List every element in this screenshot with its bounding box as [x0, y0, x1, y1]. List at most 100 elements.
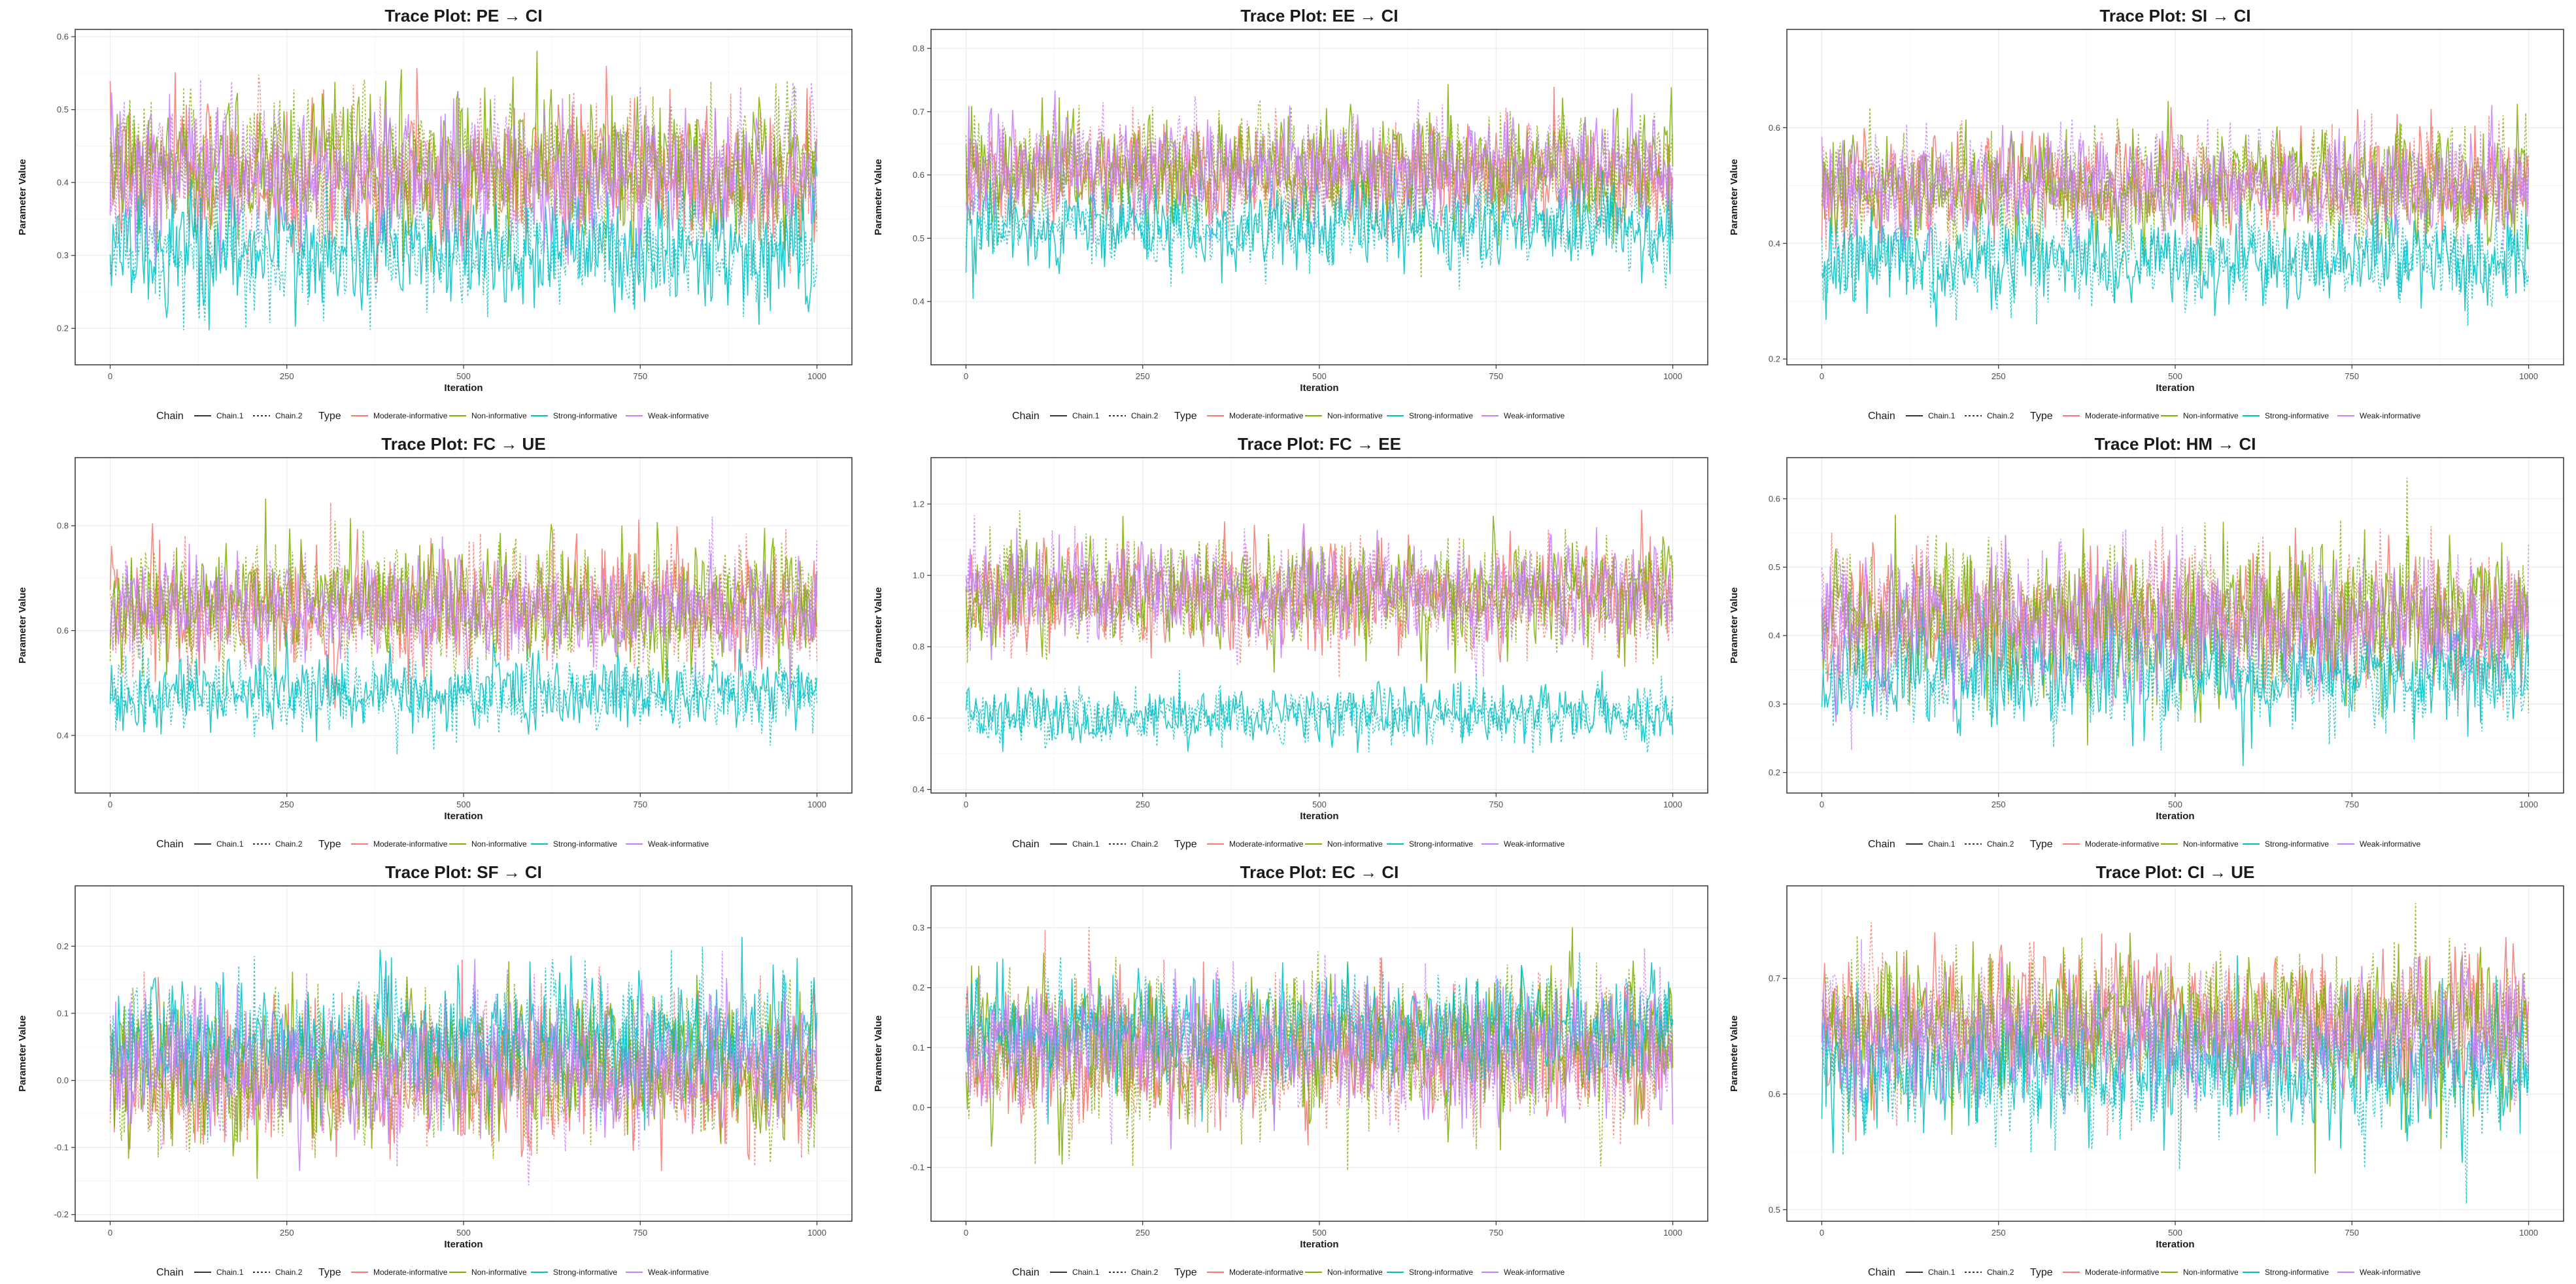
chart-panel-8: 0 250 500 750 1000 -0.1 0.0 0.1 0.2 0.3 Trace Plot… [873, 862, 1708, 1278]
chart-panel-2: 0 250 500 750 1000 0.4 0.5 0.6 0.7 0.8 Trace Plot:… [873, 6, 1708, 422]
trace-lines [1821, 101, 2530, 328]
legend: Chain Chain.1 Chain.2 Type Moderate-informat… [1868, 411, 2420, 422]
x-axis-title: Iteration [2156, 1239, 2194, 1250]
y-tick-label: 0.8 [57, 521, 69, 531]
x-tick-label: 1000 [807, 800, 826, 809]
legend-type-label: Moderate-informative [1229, 839, 1304, 849]
x-tick-label: 250 [1991, 1228, 2006, 1238]
legend-type-label: Weak-informative [1504, 839, 1565, 849]
legend-type-title: Type [318, 1267, 341, 1278]
legend: Chain Chain.1 Chain.2 Type Moderate-informat… [1868, 839, 2420, 850]
trace-weak-informative-chain2 [965, 515, 1674, 679]
y-tick-label: 0.6 [913, 170, 924, 180]
legend: Chain Chain.1 Chain.2 Type Moderate-informat… [156, 1267, 709, 1278]
x-tick-label: 750 [1489, 800, 1503, 809]
trace-weak-informative-chain1 [1821, 535, 2530, 722]
legend-chain-label: Chain.2 [1987, 411, 2014, 420]
x-tick-label: 0 [1820, 371, 1824, 381]
y-tick-label: 0.5 [57, 105, 69, 114]
x-tick-label: 250 [280, 371, 294, 381]
y-axis-title: Parameter Value [1729, 159, 1740, 235]
chart-panel-6: 0 250 500 750 1000 0.2 0.3 0.4 0.5 0.6 Trace Plot:… [1729, 434, 2564, 850]
trace-strong-informative-chain2 [1821, 192, 2530, 326]
x-tick-label: 750 [2345, 800, 2359, 809]
y-tick-label: 0.1 [913, 1043, 924, 1053]
y-tick-label: 0.8 [913, 44, 924, 54]
y-tick-label: 0.4 [1769, 631, 1780, 641]
y-tick-label: 0.3 [57, 250, 69, 260]
x-axis-title: Iteration [2156, 811, 2194, 822]
chart-panel-9: 0 250 500 750 1000 0.5 0.6 0.7 Trace Plot: CI → … [1729, 862, 2564, 1278]
chart-panel-4: 0 250 500 750 1000 0.4 0.6 0.8 Trace Plot: FC → … [17, 434, 853, 850]
x-tick-label: 1000 [1663, 1228, 1682, 1238]
y-tick-label: 0.4 [913, 785, 924, 794]
trace-weak-informative-chain2 [109, 79, 818, 257]
legend-type-label: Moderate-informative [1229, 411, 1304, 420]
legend: Chain Chain.1 Chain.2 Type Moderate-informat… [1012, 411, 1565, 422]
y-axis-title: Parameter Value [873, 587, 884, 664]
y-tick-label: 0.5 [1769, 1205, 1780, 1215]
x-axis-title: Iteration [444, 811, 483, 822]
legend-type-label: Non-informative [1327, 1268, 1383, 1277]
trace-weak-informative-chain1 [109, 958, 818, 1172]
y-tick-label: 0.6 [57, 32, 69, 42]
y-tick-label: 0.6 [1769, 123, 1780, 133]
trace-weak-informative-chain2 [109, 516, 818, 686]
legend: Chain Chain.1 Chain.2 Type Moderate-informat… [1012, 1267, 1565, 1278]
legend-type-label: Moderate-informative [373, 839, 448, 849]
legend-chain-label: Chain.2 [1131, 839, 1159, 849]
trace-strong-informative-chain2 [109, 643, 818, 754]
trace-non-informative-chain2 [109, 520, 818, 696]
legend-type-label: Strong-informative [2265, 839, 2329, 849]
x-tick-label: 500 [456, 371, 471, 381]
legend-type-title: Type [2030, 839, 2053, 850]
x-tick-label: 500 [1312, 371, 1327, 381]
y-axis-title: Parameter Value [873, 1015, 884, 1092]
legend-type-title: Type [1174, 1267, 1197, 1278]
legend-type-label: Moderate-informative [373, 411, 448, 420]
trace-lines [965, 84, 1674, 299]
trace-non-informative-chain2 [1821, 107, 2529, 277]
chart-title: Trace Plot: EE → CI [1240, 6, 1398, 25]
legend-type-label: Moderate-informative [2085, 1268, 2160, 1277]
y-axis-title: Parameter Value [873, 159, 884, 235]
x-tick-label: 250 [280, 800, 294, 809]
legend: Chain Chain.1 Chain.2 Type Moderate-informat… [156, 839, 709, 850]
legend-type-label: Non-informative [2183, 839, 2239, 849]
x-tick-label: 500 [1312, 1228, 1327, 1238]
x-tick-label: 1000 [807, 371, 826, 381]
x-tick-label: 500 [2168, 1228, 2182, 1238]
y-tick-label: 0.8 [913, 642, 924, 652]
legend-type-label: Strong-informative [1409, 839, 1473, 849]
y-tick-label: 0.4 [1769, 239, 1780, 248]
x-tick-label: 0 [108, 1228, 112, 1238]
chart-title: Trace Plot: FC → UE [381, 434, 545, 454]
x-tick-label: 0 [108, 800, 112, 809]
legend-chain-label: Chain.1 [216, 411, 244, 420]
legend-chain-label: Chain.1 [1072, 839, 1100, 849]
trace-weak-informative-chain2 [965, 96, 1674, 248]
legend-type-label: Strong-informative [553, 839, 617, 849]
legend-type-label: Non-informative [2183, 1268, 2239, 1277]
x-tick-label: 750 [1489, 371, 1503, 381]
legend-type-label: Weak-informative [2360, 411, 2420, 420]
y-tick-label: -0.1 [910, 1162, 924, 1172]
trace-weak-informative-chain1 [109, 536, 818, 699]
y-tick-label: 0.6 [57, 626, 69, 635]
y-tick-label: 0.2 [1769, 768, 1780, 777]
legend-type-label: Weak-informative [648, 1268, 709, 1277]
chart-panel-7: 0 250 500 750 1000 -0.2 -0.1 0.0 0.1 0.2 Trace Plo… [17, 862, 853, 1278]
legend-type-label: Moderate-informative [2085, 839, 2160, 849]
y-tick-label: 0.3 [913, 923, 924, 933]
legend-chain-title: Chain [1868, 411, 1895, 422]
legend-type-label: Non-informative [1327, 839, 1383, 849]
legend-chain-title: Chain [1012, 839, 1040, 850]
trace-strong-informative-chain1 [965, 165, 1674, 299]
x-tick-label: 250 [1136, 800, 1150, 809]
x-axis-title: Iteration [1300, 382, 1338, 394]
legend-type-label: Weak-informative [2360, 1268, 2420, 1277]
legend-type-label: Weak-informative [648, 839, 709, 849]
legend-chain-label: Chain.2 [275, 411, 303, 420]
legend: Chain Chain.1 Chain.2 Type Moderate-informat… [1868, 1267, 2420, 1278]
